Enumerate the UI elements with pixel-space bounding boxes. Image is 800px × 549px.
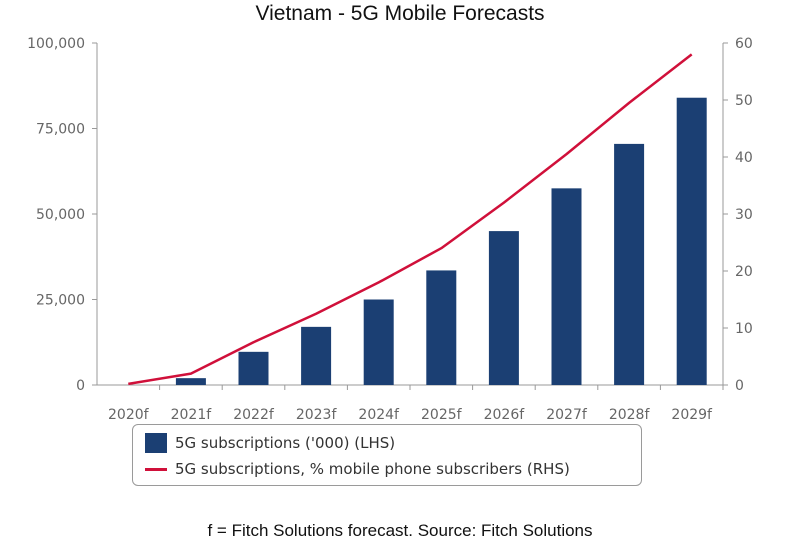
y-left-tick-label: 100,000: [27, 36, 85, 52]
x-tick-label: 2024f: [358, 407, 400, 423]
y-left-tick-label: 75,000: [36, 122, 85, 138]
legend-swatch-bar: [145, 433, 167, 453]
y-right-tick-label: 30: [735, 207, 753, 223]
x-tick-label: 2025f: [421, 407, 463, 423]
bar: [676, 97, 707, 385]
y-right-tick-label: 50: [735, 93, 753, 109]
bar: [488, 231, 519, 385]
bar: [238, 351, 269, 385]
legend-item-line: 5G subscriptions, % mobile phone subscri…: [145, 460, 570, 478]
bar: [614, 143, 645, 385]
bar: [175, 378, 206, 385]
legend-swatch-line: [145, 467, 167, 471]
bar: [551, 188, 582, 385]
line-series: [128, 53, 693, 386]
legend-label-bars: 5G subscriptions ('000) (LHS): [175, 434, 396, 452]
x-tick-label: 2029f: [671, 407, 713, 423]
y-right-tick-label: 40: [735, 150, 753, 166]
y-right-tick-label: 20: [735, 264, 753, 280]
x-tick-label: 2028f: [609, 407, 651, 423]
bar: [301, 326, 332, 385]
y-right-tick-label: 0: [735, 378, 744, 394]
x-tick-label: 2026f: [484, 407, 526, 423]
bar: [363, 299, 394, 385]
x-tick-label: 2022f: [233, 407, 275, 423]
bar: [426, 270, 457, 385]
y-left-tick-label: 25,000: [36, 293, 85, 309]
y-right-tick-label: 10: [735, 321, 753, 337]
legend-item-bars: 5G subscriptions ('000) (LHS): [145, 433, 395, 453]
legend-label-line: 5G subscriptions, % mobile phone subscri…: [175, 460, 570, 478]
x-tick-label: 2020f: [108, 407, 150, 423]
y-left-tick-label: 50,000: [36, 207, 85, 223]
chart-title: Vietnam - 5G Mobile Forecasts: [255, 2, 545, 25]
x-tick-label: 2027f: [546, 407, 588, 423]
y-left-tick-label: 0: [76, 378, 85, 394]
x-tick-label: 2023f: [296, 407, 338, 423]
footnote: f = Fitch Solutions forecast. Source: Fi…: [207, 521, 593, 540]
legend: 5G subscriptions ('000) (LHS) 5G subscri…: [132, 424, 642, 486]
x-tick-label: 2021f: [171, 407, 213, 423]
y-right-tick-label: 60: [735, 36, 753, 52]
